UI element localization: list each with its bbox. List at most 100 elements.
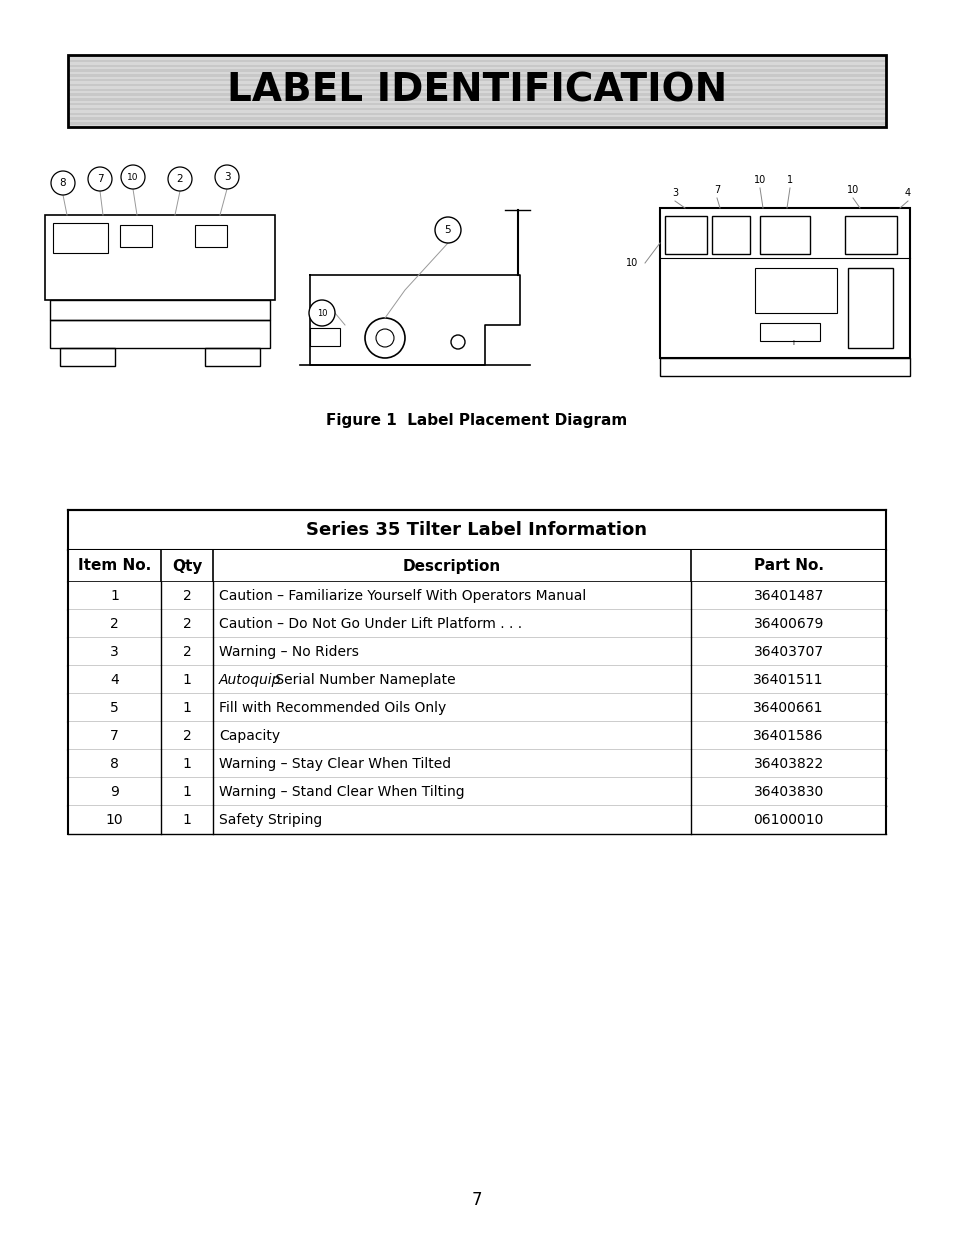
Bar: [68, 750, 885, 778]
Bar: [120, 225, 152, 247]
Bar: [68, 550, 885, 582]
Bar: [60, 348, 115, 366]
Text: 36400679: 36400679: [753, 618, 823, 631]
Circle shape: [51, 170, 75, 195]
Text: Safety Striping: Safety Striping: [218, 813, 322, 827]
Text: 4: 4: [904, 188, 910, 198]
Circle shape: [309, 300, 335, 326]
Bar: [68, 96, 885, 99]
Text: 1: 1: [786, 175, 792, 185]
Bar: [664, 216, 706, 254]
Bar: [68, 56, 885, 127]
Text: 10: 10: [127, 173, 138, 182]
Bar: [760, 324, 820, 341]
Bar: [68, 82, 885, 84]
Bar: [194, 225, 227, 247]
Text: 4: 4: [111, 673, 119, 687]
Text: 8: 8: [111, 757, 119, 771]
Text: Autoquip: Autoquip: [218, 673, 281, 687]
Text: I: I: [791, 340, 793, 346]
Text: 36401586: 36401586: [753, 729, 823, 743]
Bar: [53, 224, 108, 253]
Text: 7: 7: [96, 174, 103, 184]
Bar: [68, 84, 885, 86]
Text: 3: 3: [223, 172, 230, 182]
Text: 10: 10: [625, 258, 638, 268]
Bar: [50, 300, 270, 320]
Text: 8: 8: [60, 178, 67, 188]
Bar: [68, 117, 885, 120]
Bar: [68, 59, 885, 62]
Text: Figure 1  Label Placement Diagram: Figure 1 Label Placement Diagram: [326, 412, 627, 427]
Bar: [68, 79, 885, 82]
Text: Warning – Stay Clear When Tilted: Warning – Stay Clear When Tilted: [218, 757, 451, 771]
Text: 7: 7: [471, 1191, 482, 1209]
Bar: [205, 348, 260, 366]
Text: 3: 3: [671, 188, 678, 198]
Bar: [68, 105, 885, 107]
Circle shape: [121, 165, 145, 189]
Bar: [68, 100, 885, 103]
Bar: [68, 91, 885, 94]
Text: 06100010: 06100010: [753, 813, 823, 827]
Bar: [68, 67, 885, 69]
Text: 3: 3: [111, 645, 119, 659]
Bar: [659, 207, 909, 358]
Text: 36401487: 36401487: [753, 589, 823, 603]
Bar: [68, 86, 885, 89]
Text: Item No.: Item No.: [78, 558, 152, 573]
Bar: [50, 320, 270, 348]
Text: 2: 2: [182, 589, 192, 603]
Text: 1: 1: [182, 757, 192, 771]
Circle shape: [88, 167, 112, 191]
Text: Series 35 Tilter Label Information: Series 35 Tilter Label Information: [306, 521, 647, 538]
Text: Serial Number Nameplate: Serial Number Nameplate: [271, 673, 455, 687]
Bar: [68, 510, 885, 550]
Bar: [68, 62, 885, 64]
Bar: [45, 215, 274, 300]
Bar: [844, 216, 896, 254]
Bar: [68, 103, 885, 105]
Text: 1: 1: [182, 813, 192, 827]
Text: 36403830: 36403830: [753, 785, 823, 799]
Text: 2: 2: [176, 174, 183, 184]
Text: 5: 5: [444, 225, 451, 235]
Text: 36403707: 36403707: [753, 645, 822, 659]
Text: 2: 2: [111, 618, 119, 631]
Text: 10: 10: [846, 185, 859, 195]
Text: LABEL IDENTIFICATION: LABEL IDENTIFICATION: [227, 72, 726, 110]
Text: 1: 1: [182, 785, 192, 799]
Bar: [68, 69, 885, 72]
Bar: [68, 72, 885, 74]
Text: Caution – Familiarize Yourself With Operators Manual: Caution – Familiarize Yourself With Oper…: [218, 589, 585, 603]
Text: 1: 1: [182, 701, 192, 715]
Text: 10: 10: [316, 309, 327, 317]
Text: 36403822: 36403822: [753, 757, 823, 771]
Text: 10: 10: [753, 175, 765, 185]
Text: Part No.: Part No.: [753, 558, 822, 573]
Bar: [68, 64, 885, 67]
Bar: [310, 329, 339, 346]
Text: 5: 5: [111, 701, 119, 715]
Bar: [68, 666, 885, 694]
Bar: [68, 694, 885, 722]
Bar: [68, 638, 885, 666]
Bar: [68, 74, 885, 77]
Text: Capacity: Capacity: [218, 729, 279, 743]
Text: Fill with Recommended Oils Only: Fill with Recommended Oils Only: [218, 701, 446, 715]
Circle shape: [168, 167, 192, 191]
Text: 2: 2: [182, 645, 192, 659]
Bar: [68, 112, 885, 115]
Text: 2: 2: [182, 618, 192, 631]
Bar: [68, 77, 885, 79]
Bar: [711, 216, 749, 254]
Bar: [68, 610, 885, 638]
Bar: [754, 268, 836, 312]
Bar: [68, 806, 885, 834]
Bar: [847, 268, 892, 348]
Text: 36400661: 36400661: [753, 701, 823, 715]
Bar: [68, 722, 885, 750]
Bar: [68, 89, 885, 91]
Bar: [68, 57, 885, 59]
Bar: [68, 122, 885, 125]
